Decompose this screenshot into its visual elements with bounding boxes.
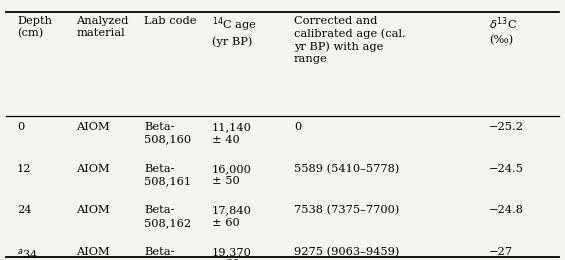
Text: −25.2: −25.2 [489,122,524,132]
Text: −27: −27 [489,247,512,257]
Text: 9275 (9063–9459): 9275 (9063–9459) [294,247,399,257]
Text: Beta-
508,162: Beta- 508,162 [144,205,191,228]
Text: AIOM: AIOM [76,164,110,174]
Text: 0: 0 [17,122,24,132]
Text: −24.5: −24.5 [489,164,524,174]
Text: AIOM: AIOM [76,122,110,132]
Text: Analyzed
material: Analyzed material [76,16,129,38]
Text: Depth
(cm): Depth (cm) [17,16,52,38]
Text: Beta-
508,160: Beta- 508,160 [144,122,191,145]
Text: 11,140
± 40: 11,140 ± 40 [212,122,252,145]
Text: 19,370
± 60: 19,370 ± 60 [212,247,252,260]
Text: $\delta^{13}$C
(‰): $\delta^{13}$C (‰) [489,16,517,45]
Text: Beta-
508,161: Beta- 508,161 [144,164,191,186]
Text: 7538 (7375–7700): 7538 (7375–7700) [294,205,399,216]
Text: $^{a}$34: $^{a}$34 [17,247,38,260]
Text: 16,000
± 50: 16,000 ± 50 [212,164,252,186]
Text: Beta-
510,060: Beta- 510,060 [144,247,191,260]
Text: AIOM: AIOM [76,247,110,257]
Text: −24.8: −24.8 [489,205,524,215]
Text: 24: 24 [17,205,32,215]
Text: 5589 (5410–5778): 5589 (5410–5778) [294,164,399,174]
Text: Corrected and
calibrated age (cal.
yr BP) with age
range: Corrected and calibrated age (cal. yr BP… [294,16,406,64]
Text: 0: 0 [294,122,301,132]
Text: $^{14}$C age
(yr BP): $^{14}$C age (yr BP) [212,16,257,47]
Text: 12: 12 [17,164,32,174]
Text: Lab code: Lab code [144,16,197,25]
Text: AIOM: AIOM [76,205,110,215]
Text: 17,840
± 60: 17,840 ± 60 [212,205,252,228]
